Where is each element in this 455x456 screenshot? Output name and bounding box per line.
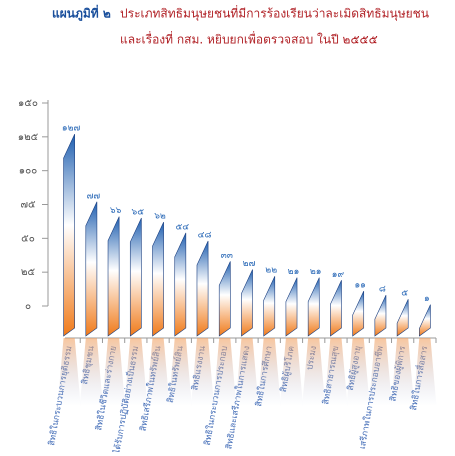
bar xyxy=(263,276,276,337)
bar-reflection xyxy=(346,338,370,406)
value-label: ๖๕ xyxy=(132,208,145,218)
bar xyxy=(85,201,98,337)
bar xyxy=(152,221,164,337)
bar xyxy=(63,134,75,337)
value-label: ๖๖ xyxy=(110,206,122,216)
value-label: ๖๒ xyxy=(154,212,166,222)
bar xyxy=(419,304,431,337)
y-tick-label: ๑๕๐ xyxy=(18,98,38,109)
bar-reflection xyxy=(257,338,281,406)
chart-label: แผนภูมิที่ ๒ xyxy=(52,5,111,22)
bar-reflection xyxy=(190,338,215,406)
bar-reflection xyxy=(391,338,415,406)
bar xyxy=(285,277,298,337)
bar xyxy=(396,299,409,337)
chart-title: ประเภทสิทธิมนุษยชนที่มีการร้องเรียนว่าละ… xyxy=(120,5,429,22)
bar-reflection xyxy=(168,338,192,406)
bar-reflection xyxy=(57,338,81,406)
value-label: ๒๒ xyxy=(265,266,277,276)
bar-reflection xyxy=(368,338,392,406)
bar-reflection xyxy=(213,338,237,406)
bar-reflection xyxy=(102,338,126,406)
bar-reflection xyxy=(302,338,326,406)
y-tick-label: ๕๐ xyxy=(21,233,35,244)
value-label: ๔๘ xyxy=(198,231,212,241)
bar xyxy=(352,290,365,337)
bar xyxy=(374,295,387,337)
value-label: ๘ xyxy=(379,285,386,295)
bar xyxy=(107,216,120,337)
bar-reflection xyxy=(79,338,103,406)
y-tick-label: ๑๒๕ xyxy=(18,132,39,143)
value-label: ๕ xyxy=(401,289,408,299)
chart-subtitle: และเรื่องที่ กสม. หยิบยกเพื่อตรวจสอบ ในป… xyxy=(120,31,378,47)
bar-reflection xyxy=(124,338,148,406)
y-tick-label: ๗๕ xyxy=(20,200,36,211)
value-label: ๑๙ xyxy=(332,270,345,280)
value-label: ๑ xyxy=(424,294,430,304)
value-label: ๒๑ xyxy=(288,267,300,277)
bar-reflection xyxy=(279,338,304,406)
value-label: ๗๗ xyxy=(87,191,101,201)
bar xyxy=(330,280,342,337)
bar-reflection xyxy=(146,338,170,406)
bar xyxy=(196,240,209,337)
value-label: ๑๑ xyxy=(354,281,365,291)
value-label: ๒๗ xyxy=(243,259,256,269)
y-tick-label: ๐ xyxy=(25,301,31,312)
value-label: ๓๓ xyxy=(221,251,233,261)
bar xyxy=(129,217,142,337)
bar-reflection xyxy=(235,338,259,406)
bar xyxy=(307,277,320,337)
y-tick-label: ๒๕ xyxy=(21,267,36,278)
value-label: ๒๑ xyxy=(310,267,322,277)
bar xyxy=(218,261,231,337)
value-label: ๑๒๗ xyxy=(62,124,81,134)
bar-reflection xyxy=(413,338,437,406)
bar xyxy=(174,232,187,337)
value-label: ๕๔ xyxy=(175,222,189,232)
y-tick-label: ๑๐๐ xyxy=(19,166,38,177)
bar xyxy=(241,269,253,337)
bar-reflection xyxy=(324,338,348,406)
